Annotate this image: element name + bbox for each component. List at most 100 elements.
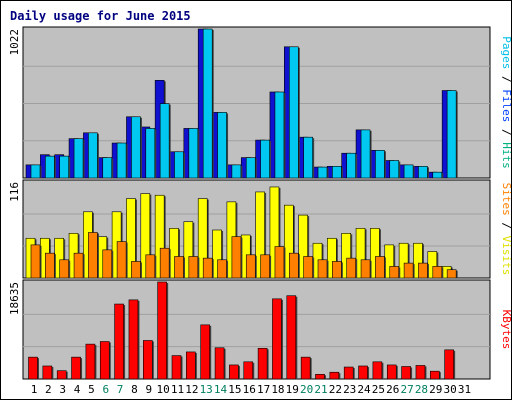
x-tick-label: 26 (386, 383, 399, 396)
bar-kbytes-day-3 (56, 370, 67, 380)
x-tick-label: 6 (102, 383, 109, 396)
bar-kbytes-day-22 (329, 371, 340, 380)
bar-visits-day-13 (202, 257, 213, 279)
bar-kbytes-day-23 (343, 366, 354, 380)
bar-visits-day-4 (73, 252, 84, 279)
chart-title: Daily usage for June 2015 (10, 9, 191, 23)
bar-hits-day-24 (360, 129, 371, 179)
bar-visits-day-18 (274, 246, 285, 279)
bar-kbytes-day-10 (157, 281, 167, 380)
legend-part: Visits (500, 236, 512, 276)
bar-visits-day-10 (154, 194, 165, 279)
x-tick-label: 17 (257, 383, 270, 396)
legend-part: / (500, 69, 512, 89)
bar-kbytes-day-7 (114, 303, 124, 380)
bar-kbytes-day-21 (315, 374, 325, 380)
bar-hits-day-27 (403, 164, 414, 179)
bar-visits-day-8 (126, 198, 136, 279)
bar-hits-day-13 (202, 28, 213, 179)
bar-kbytes-day-27 (401, 366, 411, 380)
bar-visits-day-5 (88, 232, 98, 279)
bar-hits-day-11 (174, 151, 184, 179)
bar-visits-day-13 (197, 198, 208, 279)
panel-visits-ymax-label: 116 (8, 182, 21, 202)
bar-visits-day-27 (398, 242, 409, 279)
bar-hits-day-12 (188, 128, 199, 179)
bar-visits-day-6 (102, 249, 113, 279)
bar-visits-day-2 (45, 252, 55, 279)
bar-hits-day-16 (245, 157, 256, 179)
x-tick-label: 24 (357, 383, 371, 396)
bar-kbytes-day-29 (429, 370, 440, 380)
bar-visits-day-22 (327, 237, 337, 279)
x-tick-label: 11 (171, 383, 184, 396)
x-tick-label: 21 (314, 383, 327, 396)
bar-visits-day-16 (245, 254, 256, 279)
bar-visits-day-20 (303, 256, 313, 279)
bar-visits-day-3 (59, 259, 70, 279)
bar-visits-day-7 (116, 241, 127, 279)
bar-visits-day-14 (217, 259, 227, 279)
bar-visits-day-23 (346, 257, 357, 279)
x-tick-label: 20 (300, 383, 313, 396)
bar-visits-day-25 (370, 228, 380, 279)
bar-hits-day-10 (159, 103, 170, 179)
bar-visits-day-18 (269, 186, 280, 279)
bar-hits-day-6 (102, 157, 113, 179)
bar-kbytes-day-14 (214, 347, 225, 380)
panel-hits-legend-label: Pages / Files / Hits (500, 36, 512, 169)
x-tick-label: 4 (74, 383, 81, 396)
panel-kbytes-ymax-label: 18635 (8, 282, 21, 315)
bar-kbytes-day-26 (386, 364, 397, 380)
bar-visits-day-20 (298, 214, 308, 279)
bar-hits-day-8 (131, 116, 141, 179)
x-tick-label: 15 (228, 383, 241, 396)
bar-visits-day-8 (131, 261, 141, 279)
bar-hits-day-9 (145, 128, 156, 179)
panel-hits-ymax-label: 1022 (8, 29, 21, 56)
x-tick-label: 31 (458, 383, 471, 396)
x-axis-ticks: 1 2 3 4 5 6 7 8 9 10 11 12 13 14 15 16 17 18 19 20 21 22 23 24 2… (31, 383, 471, 396)
x-tick-label: 12 (185, 383, 198, 396)
x-tick-label: 5 (88, 383, 95, 396)
legend-part: Files (500, 89, 512, 122)
bar-kbytes-day-12 (186, 351, 196, 380)
bar-kbytes-day-30 (444, 349, 454, 380)
bar-hits-day-18 (274, 91, 285, 179)
bar-visits-day-9 (140, 193, 151, 279)
bar-hits-day-15 (231, 164, 242, 179)
bar-hits-day-29 (432, 171, 443, 179)
bar-hits-day-7 (116, 142, 127, 179)
x-tick-label: 18 (271, 383, 284, 396)
bar-visits-day-15 (231, 236, 242, 279)
x-tick-label: 8 (131, 383, 138, 396)
x-tick-label: 22 (329, 383, 342, 396)
x-tick-label: 19 (286, 383, 299, 396)
bar-visits-day-17 (255, 191, 265, 279)
bar-visits-day-21 (317, 259, 328, 279)
panel-kbytes-legend-label: KBytes (500, 310, 512, 350)
bar-hits-day-4 (73, 138, 84, 179)
bar-hits-day-17 (260, 139, 270, 179)
bar-visits-day-19 (283, 204, 294, 279)
bar-hits-day-5 (88, 132, 98, 179)
bar-kbytes-day-8 (128, 299, 139, 380)
x-tick-label: 30 (444, 383, 457, 396)
x-tick-label: 29 (429, 383, 442, 396)
panel-visits-legend-label: Sites / Visits (500, 183, 512, 276)
bar-kbytes-day-16 (243, 361, 254, 380)
bar-kbytes-day-13 (200, 324, 210, 380)
x-tick-label: 9 (145, 383, 152, 396)
bar-kbytes-day-11 (171, 355, 182, 380)
bar-hits-day-14 (217, 112, 227, 179)
bar-kbytes-day-9 (143, 340, 153, 380)
x-tick-label: 23 (343, 383, 356, 396)
x-tick-label: 2 (45, 383, 52, 396)
x-tick-label: 14 (214, 383, 228, 396)
bar-hits-day-3 (59, 155, 70, 179)
bar-visits-day-25 (375, 256, 385, 279)
bar-kbytes-day-5 (85, 343, 96, 380)
bar-kbytes-day-17 (257, 347, 268, 380)
x-tick-label: 13 (200, 383, 213, 396)
